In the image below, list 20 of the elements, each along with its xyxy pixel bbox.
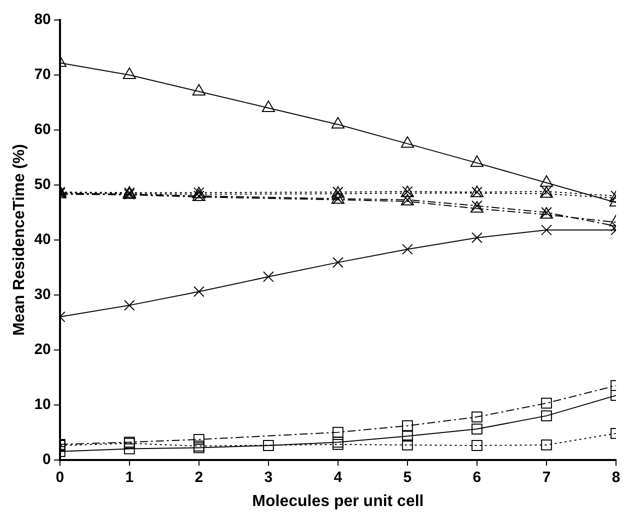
y-tick-label: 10 (34, 396, 51, 413)
x-tick-label: 7 (542, 468, 551, 486)
y-tick-label: 60 (34, 121, 51, 138)
y-tick-label: 40 (34, 231, 51, 248)
y-tick-label: 50 (34, 176, 51, 194)
y-tick-label: 30 (34, 286, 51, 304)
y-axis-title: Mean ResidenceTime (%) (11, 144, 28, 336)
x-tick-label: 5 (403, 468, 412, 486)
x-tick-label: 6 (472, 468, 482, 486)
y-tick-label: 80 (34, 11, 51, 28)
y-tick-label: 20 (34, 340, 51, 358)
x-tick-label: 2 (194, 468, 204, 486)
x-tick-label: 0 (56, 468, 64, 486)
x-tick-label: 4 (334, 468, 343, 486)
x-tick-label: 8 (612, 468, 620, 486)
y-tick-label: 0 (42, 450, 51, 468)
x-tick-label: 3 (264, 468, 273, 486)
y-tick-label: 70 (34, 66, 51, 84)
x-tick-label: 1 (125, 468, 134, 486)
x-axis-title: Molecules per unit cell (252, 492, 424, 510)
